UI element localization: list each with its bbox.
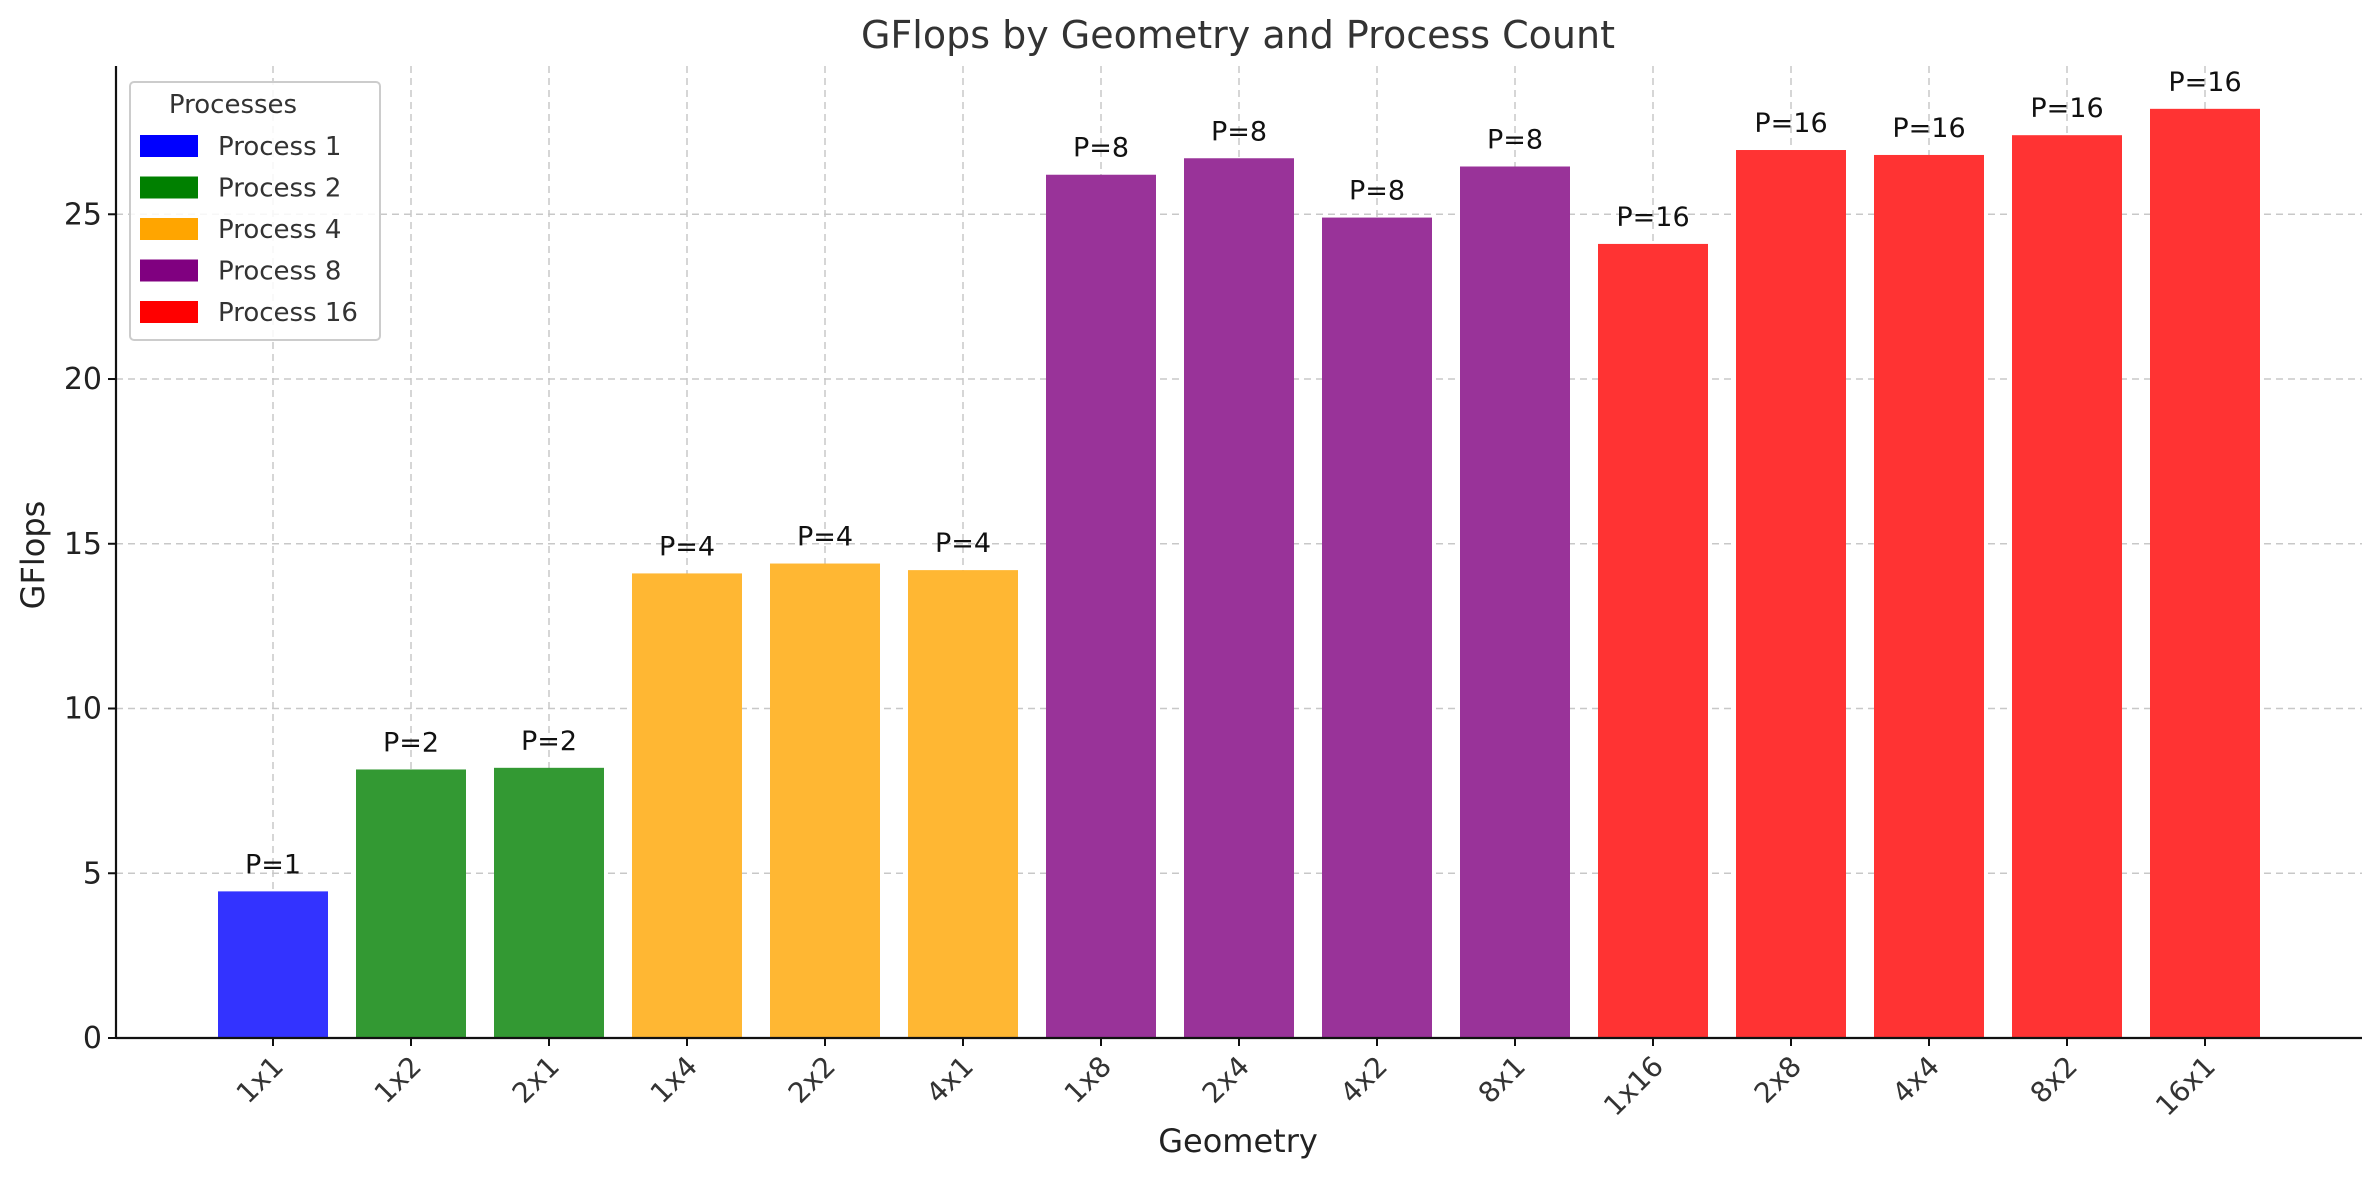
bar [1736, 150, 1846, 1039]
legend-entry-label: Process 16 [218, 298, 358, 328]
bar [1874, 154, 1984, 1038]
x-tick-label: 8x2 [2024, 1050, 2084, 1110]
bar [218, 891, 328, 1038]
legend-swatch [140, 176, 198, 199]
x-tick-label: 1x8 [1058, 1050, 1118, 1110]
bar [1460, 166, 1570, 1038]
x-tick-label: 16x1 [2149, 1050, 2222, 1123]
bar [494, 767, 604, 1038]
legend: Processes Process 1 Process 2 Process 4 Pro… [129, 81, 381, 341]
bar [1046, 174, 1156, 1039]
x-axis-label: Geometry [1158, 1122, 1318, 1160]
bar [1184, 158, 1294, 1038]
bars [218, 108, 2260, 1039]
legend-entry-label: Process 4 [218, 215, 341, 245]
legend-entry-label: Process 2 [218, 174, 341, 204]
bar-value-label: P=8 [1349, 176, 1405, 207]
bar-value-label: P=8 [1211, 116, 1267, 147]
x-ticks: 1x1 1x2 2x1 1x4 2x2 4x1 1x8 2x4 4x2 8x1 1x16 2x8 4x4… [230, 1038, 2222, 1122]
x-tick-label: 1x16 [1597, 1050, 1670, 1123]
y-tick-label: 5 [83, 856, 102, 891]
bar [632, 573, 742, 1038]
bar [1322, 217, 1432, 1038]
legend-swatch [140, 259, 198, 282]
x-tick-label: 8x1 [1472, 1050, 1532, 1110]
x-tick-label: 2x4 [1196, 1050, 1256, 1110]
y-tick-label: 15 [64, 527, 102, 562]
bar [1598, 243, 1708, 1039]
legend-entry-label: Process 1 [218, 132, 341, 162]
legend-swatch [140, 301, 198, 323]
bar [770, 563, 880, 1038]
legend-swatch [140, 218, 198, 240]
y-tick-label: 0 [83, 1021, 102, 1056]
bar [2150, 108, 2260, 1038]
legend-swatch [140, 135, 198, 157]
chart-title: GFlops by Geometry and Process Count [861, 13, 1615, 57]
bar-labels: P=1 P=2 P=2 P=4 P=4 P=4 P=8 P=8 P=8 P=8 P=16 P=16 P=… [245, 67, 2242, 881]
x-tick-label: 4x2 [1334, 1050, 1394, 1110]
x-tick-label: 2x8 [1748, 1050, 1808, 1110]
bar-value-label: P=16 [2168, 67, 2241, 98]
x-tick-label: 1x1 [230, 1050, 290, 1110]
y-tick-label: 25 [64, 197, 102, 232]
bar-value-label: P=16 [1616, 202, 1689, 233]
x-tick-label: 2x1 [506, 1050, 566, 1110]
bar-value-label: P=4 [797, 522, 853, 553]
x-tick-label: 4x1 [920, 1050, 980, 1110]
x-tick-label: 2x2 [782, 1050, 842, 1110]
bar-value-label: P=1 [245, 849, 301, 880]
y-tick-label: 10 [64, 692, 102, 727]
x-tick-label: 1x4 [644, 1050, 704, 1110]
y-tick-label: 20 [64, 362, 102, 397]
bar-value-label: P=4 [659, 531, 715, 562]
legend-entry-label: Process 8 [218, 257, 341, 287]
bar-value-label: P=16 [1892, 113, 1965, 144]
bar-value-label: P=2 [383, 727, 439, 758]
bar-value-label: P=4 [935, 528, 991, 559]
bar-value-label: P=8 [1073, 133, 1129, 164]
bar-value-label: P=16 [2030, 93, 2103, 124]
bar-value-label: P=8 [1487, 124, 1543, 155]
x-tick-label: 1x2 [368, 1050, 428, 1110]
bar-value-label: P=16 [1754, 108, 1827, 139]
x-tick-label: 4x4 [1886, 1050, 1946, 1110]
bar [356, 769, 466, 1038]
bar [2012, 135, 2122, 1038]
y-axis-label: GFlops [14, 501, 52, 610]
legend-title: Processes [169, 90, 297, 120]
bar-value-label: P=2 [521, 726, 577, 757]
y-ticks: 0 5 10 15 20 25 [64, 197, 116, 1056]
bar [908, 570, 1018, 1038]
